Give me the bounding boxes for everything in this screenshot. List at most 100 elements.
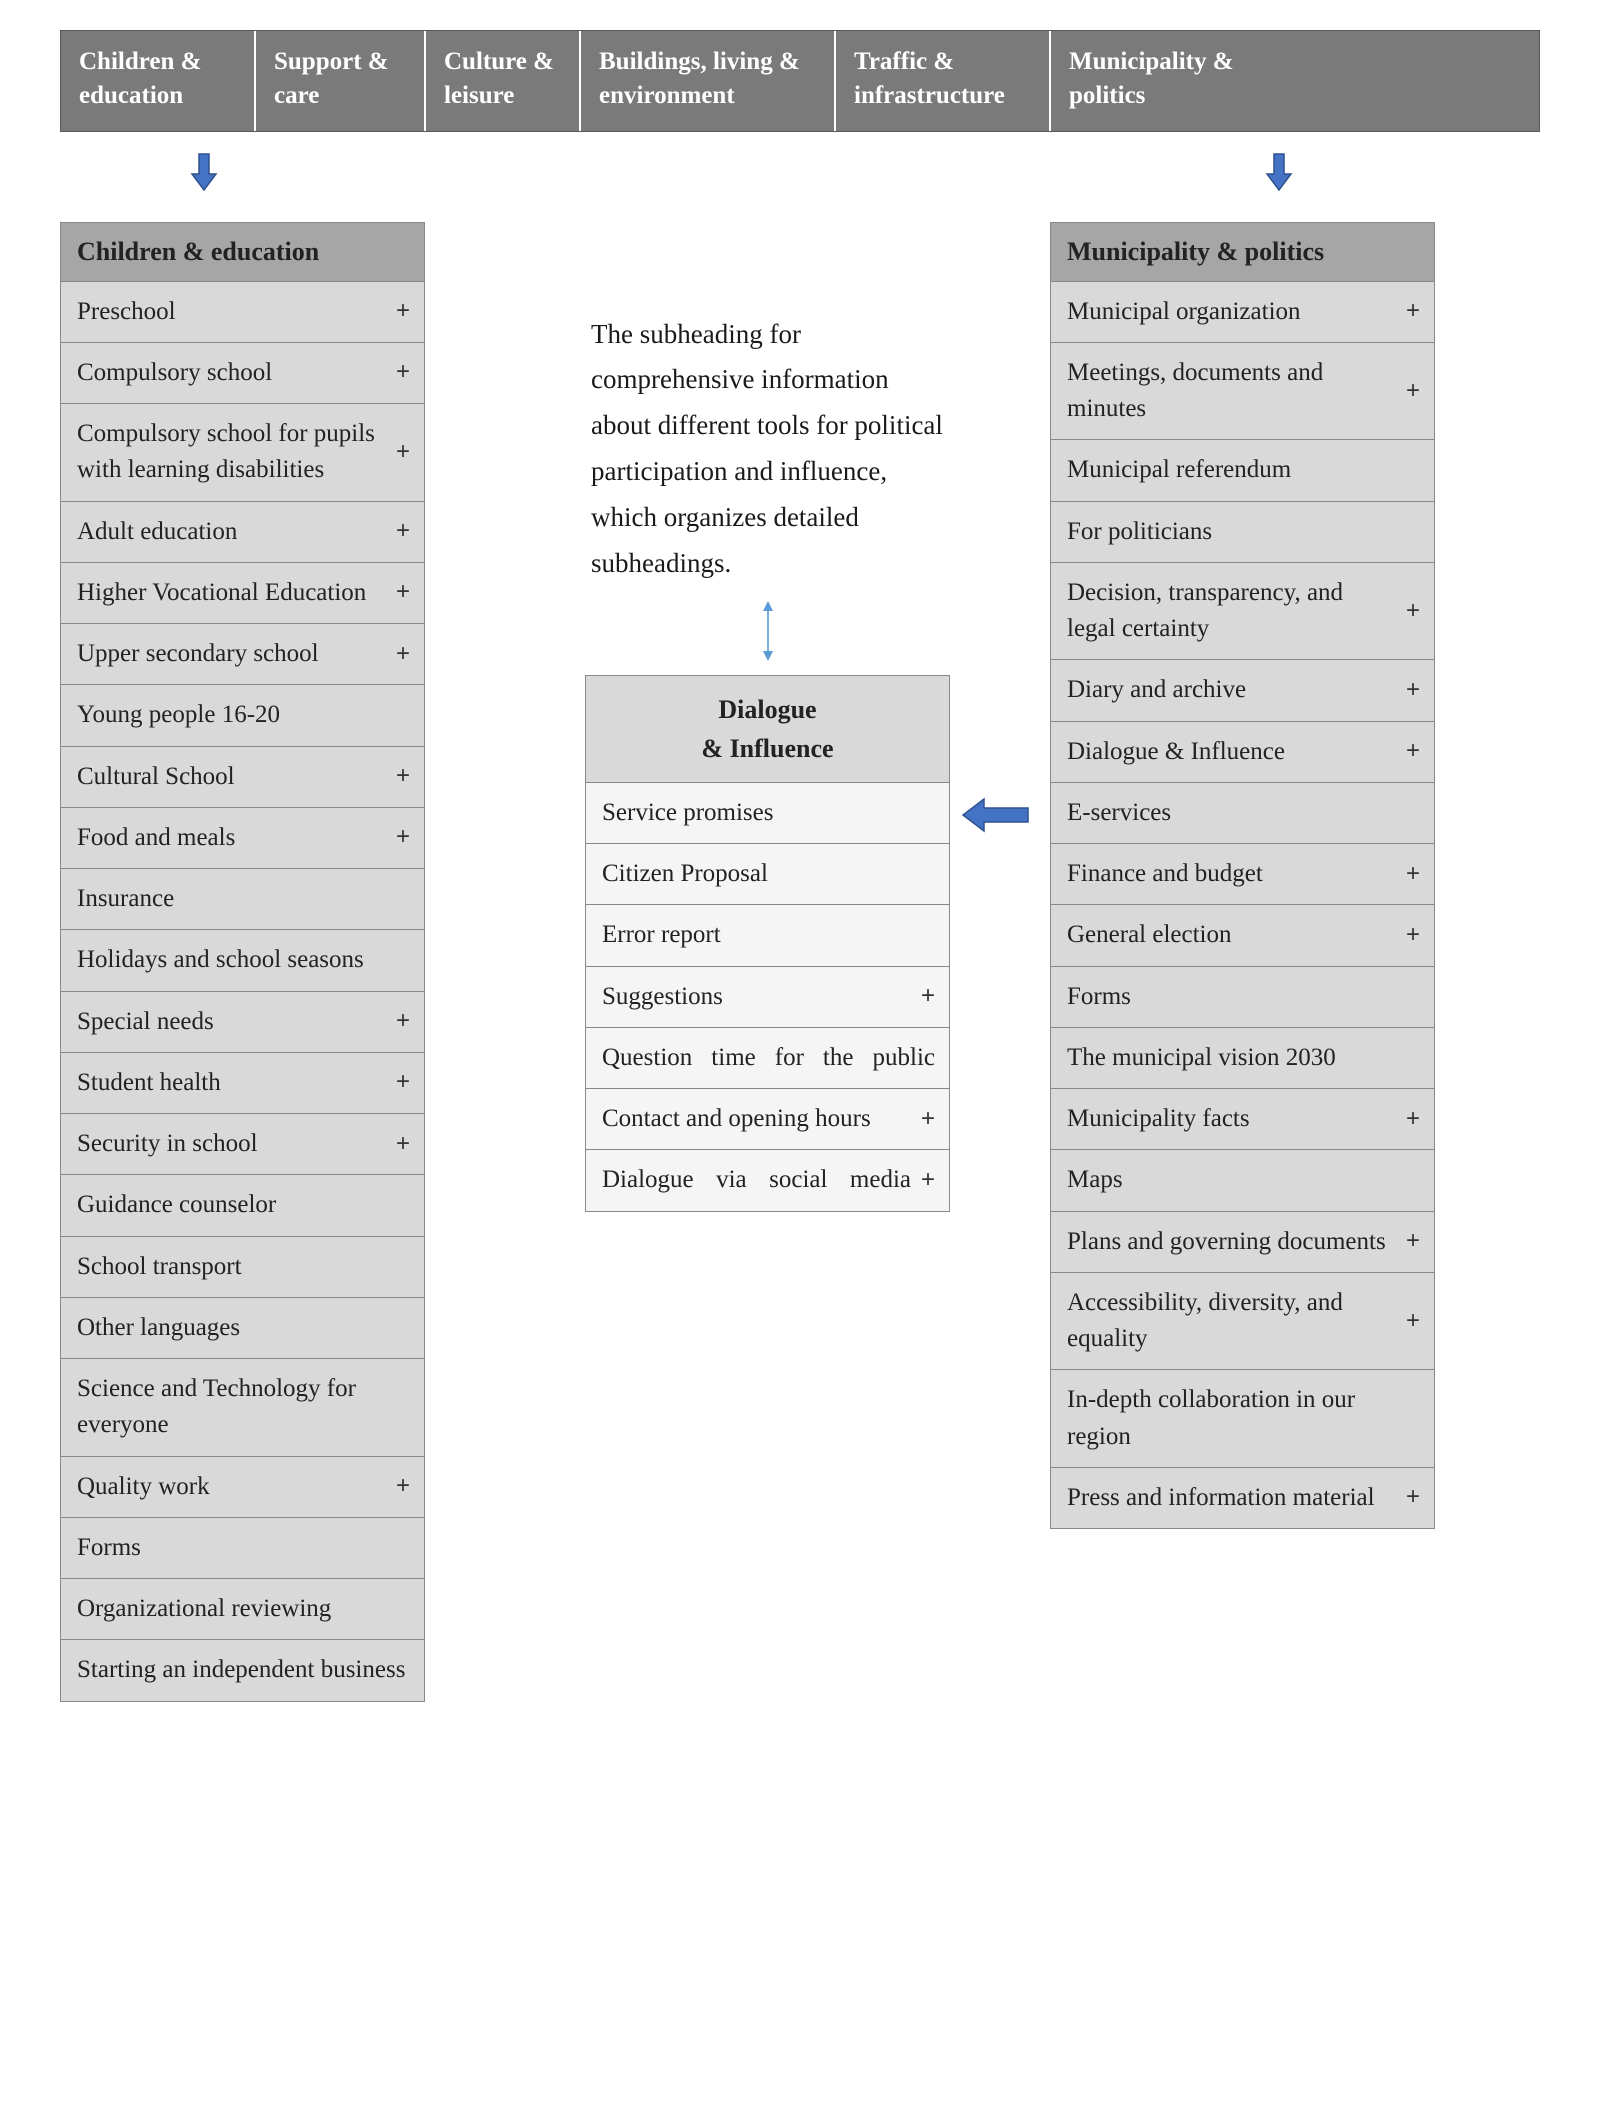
page: Children & educationSupport & careCultur…: [0, 0, 1600, 2102]
menu-item[interactable]: For politicians: [1051, 501, 1434, 562]
menu-item-label: Guidance counselor: [77, 1187, 410, 1223]
menu-item[interactable]: Adult education+: [61, 501, 424, 562]
menu-item[interactable]: Guidance counselor: [61, 1174, 424, 1235]
menu-item[interactable]: Young people 16-20: [61, 684, 424, 745]
menu-item-label: Food and meals: [77, 820, 386, 856]
menu-item-label: Starting an independent business: [77, 1652, 410, 1688]
menu-item[interactable]: Preschool+: [61, 281, 424, 342]
nav-tab[interactable]: Buildings, living & environment: [581, 31, 836, 131]
expand-icon[interactable]: +: [1396, 734, 1420, 769]
menu-item[interactable]: Forms: [1051, 966, 1434, 1027]
menu-item-label: Maps: [1067, 1162, 1420, 1198]
menu-item[interactable]: Decision, transparency, and legal certai…: [1051, 562, 1434, 660]
menu-item[interactable]: Accessibility, diversity, and equality+: [1051, 1272, 1434, 1370]
expand-icon[interactable]: +: [1396, 1224, 1420, 1259]
menu-item[interactable]: E-services: [1051, 782, 1434, 843]
expand-icon[interactable]: +: [386, 1004, 410, 1039]
nav-tab[interactable]: Support & care: [256, 31, 426, 131]
nav-tab[interactable]: Municipality & politics: [1051, 31, 1266, 131]
menu-item[interactable]: Citizen Proposal: [586, 843, 949, 904]
menu-item[interactable]: Diary and archive+: [1051, 659, 1434, 720]
menu-item[interactable]: Higher Vocational Education+: [61, 562, 424, 623]
expand-icon[interactable]: +: [386, 355, 410, 390]
expand-icon[interactable]: +: [386, 575, 410, 610]
menu-item[interactable]: School transport: [61, 1236, 424, 1297]
expand-icon[interactable]: +: [1396, 1304, 1420, 1339]
menu-item[interactable]: Compulsory school+: [61, 342, 424, 403]
menu-item-label: Science and Technology for everyone: [77, 1371, 410, 1444]
menu-item[interactable]: Municipality facts+: [1051, 1088, 1434, 1149]
menu-item-label: Adult education: [77, 514, 386, 550]
menu-item[interactable]: Suggestions+: [586, 966, 949, 1027]
menu-item-label: Student health: [77, 1065, 386, 1101]
menu-item[interactable]: General election+: [1051, 904, 1434, 965]
menu-item-label: Municipality facts: [1067, 1101, 1396, 1137]
expand-icon[interactable]: +: [386, 637, 410, 672]
expand-icon[interactable]: +: [1396, 673, 1420, 708]
menu-item[interactable]: Question time for the public: [586, 1027, 949, 1088]
expand-icon[interactable]: +: [386, 820, 410, 855]
menu-item[interactable]: Press and information material+: [1051, 1467, 1434, 1528]
menu-item[interactable]: Dialogue & Influence+: [1051, 721, 1434, 782]
menu-item[interactable]: Finance and budget+: [1051, 843, 1434, 904]
expand-icon[interactable]: +: [1396, 1480, 1420, 1515]
menu-item[interactable]: Error report: [586, 904, 949, 965]
menu-item[interactable]: Insurance: [61, 868, 424, 929]
menu-item[interactable]: Other languages: [61, 1297, 424, 1358]
menu-item[interactable]: Forms: [61, 1517, 424, 1578]
expand-icon[interactable]: +: [386, 1065, 410, 1100]
menu-item[interactable]: Meetings, documents and minutes+: [1051, 342, 1434, 440]
double-arrow-vertical-icon: [761, 601, 775, 661]
menu-item[interactable]: Cultural School+: [61, 746, 424, 807]
menu-item[interactable]: Special needs+: [61, 991, 424, 1052]
nav-tab[interactable]: Traffic & infrastructure: [836, 31, 1051, 131]
menu-item[interactable]: Contact and opening hours+: [586, 1088, 949, 1149]
menu-item[interactable]: In-depth collaboration in our region: [1051, 1369, 1434, 1467]
nav-tab[interactable]: Culture & leisure: [426, 31, 581, 131]
expand-icon[interactable]: +: [1396, 594, 1420, 629]
menu-item[interactable]: Dialogue via social media+: [586, 1149, 949, 1210]
menu-item[interactable]: Organizational reviewing: [61, 1578, 424, 1639]
menu-item[interactable]: Compulsory school for pupils with learni…: [61, 403, 424, 501]
panel-header: Municipality & politics: [1051, 223, 1434, 281]
menu-item-label: Higher Vocational Education: [77, 575, 386, 611]
menu-item[interactable]: Maps: [1051, 1149, 1434, 1210]
menu-item-label: Service promises: [602, 795, 935, 831]
menu-item[interactable]: Municipal organization+: [1051, 281, 1434, 342]
menu-item-label: Security in school: [77, 1126, 386, 1162]
expand-icon[interactable]: +: [386, 1469, 410, 1504]
menu-item-label: Upper secondary school: [77, 636, 386, 672]
menu-item-label: Municipal referendum: [1067, 452, 1420, 488]
expand-icon[interactable]: +: [386, 435, 410, 470]
expand-icon[interactable]: +: [386, 294, 410, 329]
expand-icon[interactable]: +: [1396, 1102, 1420, 1137]
menu-item[interactable]: Plans and governing documents+: [1051, 1211, 1434, 1272]
menu-item[interactable]: Food and meals+: [61, 807, 424, 868]
menu-item-label: General election: [1067, 917, 1396, 953]
municipality-politics-panel: Municipality & politics Municipal organi…: [1050, 222, 1435, 1530]
menu-item-label: Decision, transparency, and legal certai…: [1067, 575, 1396, 648]
expand-icon[interactable]: +: [1396, 918, 1420, 953]
nav-tab[interactable]: Children & education: [61, 31, 256, 131]
menu-item[interactable]: Upper secondary school+: [61, 623, 424, 684]
expand-icon[interactable]: +: [1396, 857, 1420, 892]
menu-item[interactable]: Holidays and school seasons: [61, 929, 424, 990]
menu-item[interactable]: The municipal vision 2030: [1051, 1027, 1434, 1088]
menu-item[interactable]: Security in school+: [61, 1113, 424, 1174]
expand-icon[interactable]: +: [1396, 374, 1420, 409]
expand-icon[interactable]: +: [911, 1163, 935, 1198]
expand-icon[interactable]: +: [911, 1102, 935, 1137]
menu-item-label: Contact and opening hours: [602, 1101, 911, 1137]
expand-icon[interactable]: +: [386, 759, 410, 794]
menu-item[interactable]: Quality work+: [61, 1456, 424, 1517]
menu-item[interactable]: Student health+: [61, 1052, 424, 1113]
menu-item[interactable]: Service promises: [586, 782, 949, 843]
expand-icon[interactable]: +: [1396, 294, 1420, 329]
expand-icon[interactable]: +: [386, 1127, 410, 1162]
menu-item[interactable]: Science and Technology for everyone: [61, 1358, 424, 1456]
expand-icon[interactable]: +: [911, 979, 935, 1014]
menu-item[interactable]: Municipal referendum: [1051, 439, 1434, 500]
menu-item[interactable]: Starting an independent business: [61, 1639, 424, 1700]
expand-icon[interactable]: +: [386, 514, 410, 549]
columns: Children & education Preschool+Compulsor…: [60, 222, 1540, 1702]
